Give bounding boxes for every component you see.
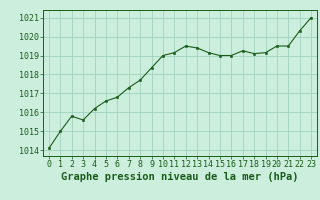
X-axis label: Graphe pression niveau de la mer (hPa): Graphe pression niveau de la mer (hPa) xyxy=(61,172,299,182)
